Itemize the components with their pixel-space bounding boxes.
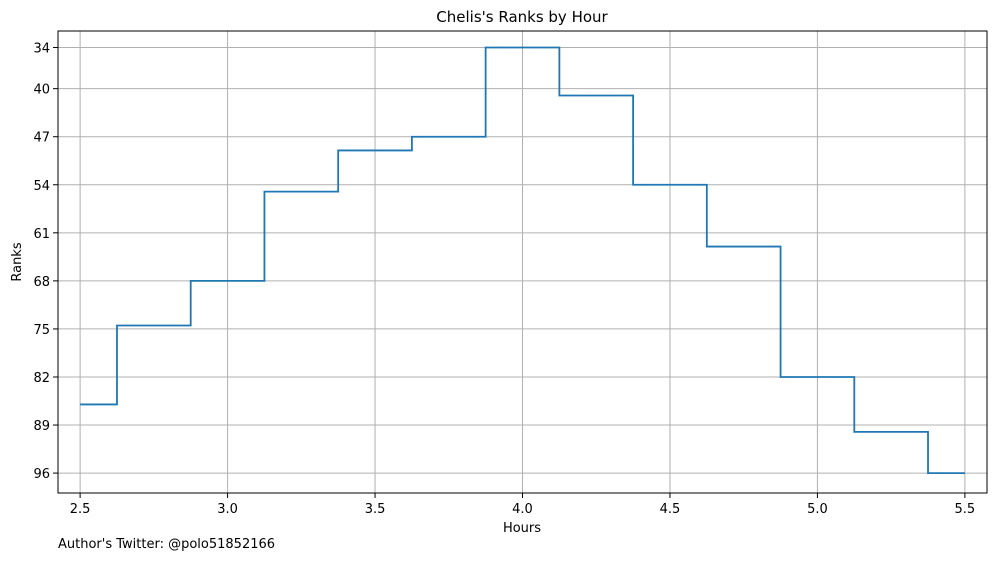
x-tick-label: 5.5 [955,502,976,517]
chart-title: Chelis's Ranks by Hour [436,8,608,26]
y-tick-label: 61 [33,227,50,242]
x-tick-label: 3.0 [217,502,238,517]
rank-step-line [80,46,965,474]
y-tick-label: 40 [33,83,50,98]
author-footnote: Author's Twitter: @polo51852166 [58,537,276,552]
x-axis-title: Hours [503,521,541,536]
y-axis: 34 40 47 54 61 68 75 82 89 96 [33,41,58,482]
y-tick-label: 89 [33,419,50,434]
y-tick-label: 68 [33,275,50,290]
x-tick-label: 5.0 [807,502,828,517]
y-tick-label: 47 [33,131,50,146]
y-tick-label: 34 [33,41,50,56]
series-layer [80,46,965,474]
y-tick-label: 96 [33,467,50,482]
x-tick-label: 4.0 [512,502,533,517]
x-tick-label: 4.5 [660,502,681,517]
y-tick-label: 54 [33,179,50,194]
y-axis-title: Ranks [10,242,25,281]
grid [58,31,987,493]
y-tick-label: 75 [33,323,50,338]
x-tick-label: 3.5 [365,502,386,517]
x-tick-label: 2.5 [70,502,91,517]
x-axis: 2.5 3.0 3.5 4.0 4.5 5.0 5.5 [70,493,975,517]
y-tick-label: 82 [33,371,50,386]
